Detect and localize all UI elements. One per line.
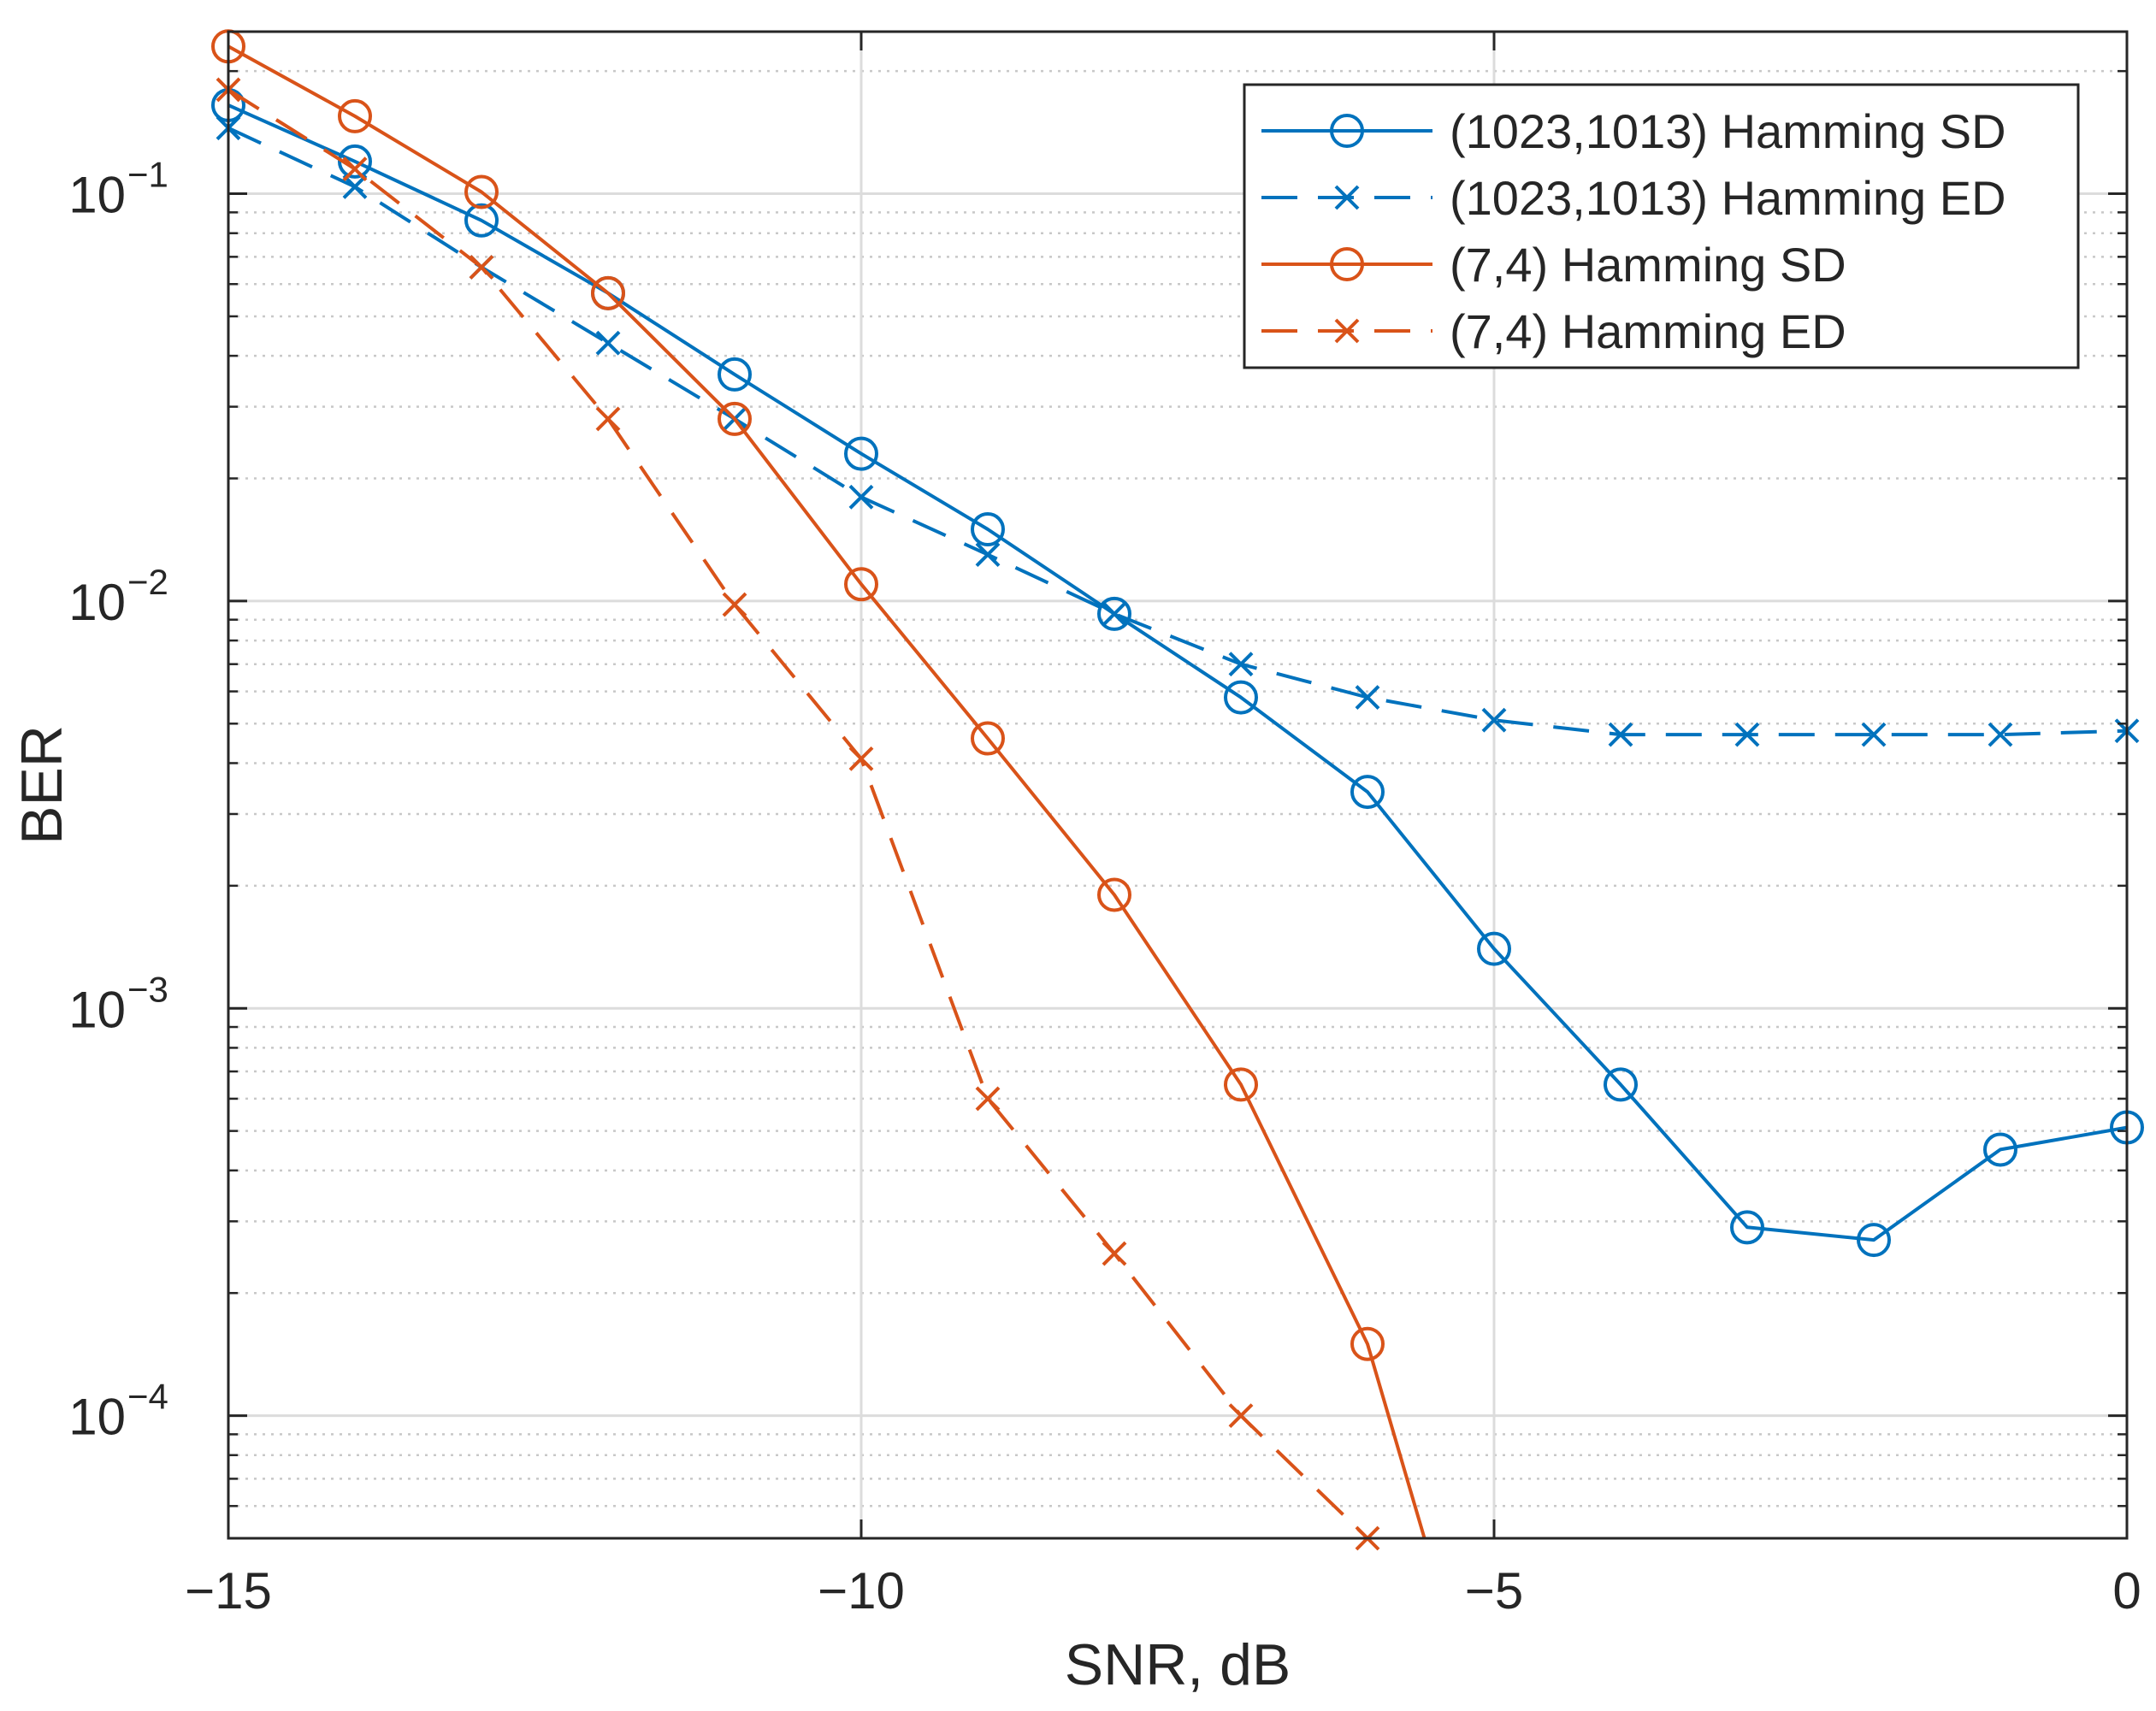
data-point-marker <box>1224 1067 1258 1102</box>
data-point-marker <box>464 203 499 238</box>
data-point-marker <box>722 592 747 617</box>
data-point-marker <box>464 174 499 209</box>
data-point-marker <box>1983 1132 2017 1167</box>
data-point-marker <box>1730 1210 1764 1245</box>
data-point-marker <box>591 275 625 310</box>
series-line <box>227 44 1427 1539</box>
x-axis-title: SNR, dB <box>1065 1632 1291 1697</box>
data-point-marker <box>595 330 621 356</box>
y-tick-label: 10 <box>68 574 126 631</box>
series-layer <box>211 29 2144 1551</box>
data-point-marker <box>342 174 368 199</box>
series-2 <box>211 29 1427 1539</box>
data-point-marker <box>718 401 752 436</box>
data-point-marker <box>1857 1223 1891 1258</box>
data-point-marker <box>975 1086 1001 1112</box>
data-point-marker <box>1988 722 2013 747</box>
legend-marker-sample <box>1330 247 1364 281</box>
y-tick-base: 10 <box>68 574 126 631</box>
series-line <box>227 103 2128 1242</box>
x-tick-label: −5 <box>1465 1562 1523 1620</box>
data-point-marker <box>1355 685 1380 711</box>
data-point-marker <box>844 567 878 602</box>
data-point-marker <box>1861 722 1887 747</box>
data-point-marker <box>1228 652 1254 677</box>
data-point-marker <box>595 406 621 432</box>
y-tick-exponent: −4 <box>127 1377 168 1417</box>
data-point-marker <box>1102 601 1127 627</box>
data-point-marker <box>1608 722 1633 747</box>
data-point-marker <box>848 746 874 771</box>
data-point-marker <box>342 156 368 182</box>
y-tick-base: 10 <box>68 167 126 224</box>
x-tick-label: −15 <box>185 1562 272 1620</box>
y-tick-exponent: −3 <box>127 969 168 1009</box>
legend: (1023,1013) Hamming SD (1023,1013) Hammin… <box>1243 83 2080 369</box>
data-point-marker <box>971 721 1005 756</box>
data-point-marker <box>469 255 494 280</box>
x-tick-label: −10 <box>818 1562 905 1620</box>
data-point-marker <box>1350 1326 1385 1361</box>
legend-marker-sample <box>1334 318 1360 344</box>
minor-grid <box>228 69 2127 1540</box>
data-point-marker <box>338 144 372 179</box>
legend-label: (1023,1013) Hamming ED <box>1450 171 2006 225</box>
data-point-marker <box>971 512 1005 547</box>
y-tick-base: 10 <box>68 1389 126 1446</box>
series-1 <box>216 115 2140 747</box>
legend-marker-sample <box>1330 114 1364 148</box>
data-point-marker <box>1097 877 1131 912</box>
data-point-marker <box>848 484 874 510</box>
data-point-marker <box>1604 1067 1638 1102</box>
data-point-marker <box>975 542 1001 568</box>
y-ticks: 10−110−210−310−4 <box>68 69 2127 1540</box>
data-point-marker <box>1228 1403 1254 1429</box>
y-tick-label: 10 <box>68 1389 126 1446</box>
legend-label: (7,4) Hamming SD <box>1450 238 1846 292</box>
data-point-marker <box>1102 1241 1127 1266</box>
y-tick-base: 10 <box>68 981 126 1038</box>
y-tick-label: 10 <box>68 981 126 1038</box>
y-tick-exponent: −1 <box>127 155 168 195</box>
legend-marker-sample <box>1334 185 1360 210</box>
data-point-marker <box>1734 722 1760 747</box>
x-tick-label: 0 <box>2112 1562 2141 1620</box>
series-0 <box>211 87 2144 1258</box>
data-point-marker <box>1477 931 1511 966</box>
data-point-marker <box>718 357 752 392</box>
legend-label: (1023,1013) Hamming SD <box>1450 104 2006 158</box>
data-point-marker <box>338 98 372 133</box>
data-point-marker <box>1350 775 1385 810</box>
data-point-marker <box>1481 707 1507 733</box>
x-ticks: −15 −10 −5 0 <box>185 32 2141 1620</box>
data-point-marker <box>844 436 878 471</box>
y-tick-exponent: −2 <box>127 562 168 602</box>
series-line <box>227 126 2128 737</box>
y-tick-label: 10 <box>68 167 126 224</box>
data-point-marker <box>1097 596 1131 631</box>
data-point-marker <box>1224 680 1258 715</box>
y-axis-title: BER <box>9 725 74 845</box>
plot-frame <box>227 30 2129 1540</box>
legend-label: (7,4) Hamming ED <box>1450 304 1846 358</box>
series-line <box>227 88 1369 1540</box>
